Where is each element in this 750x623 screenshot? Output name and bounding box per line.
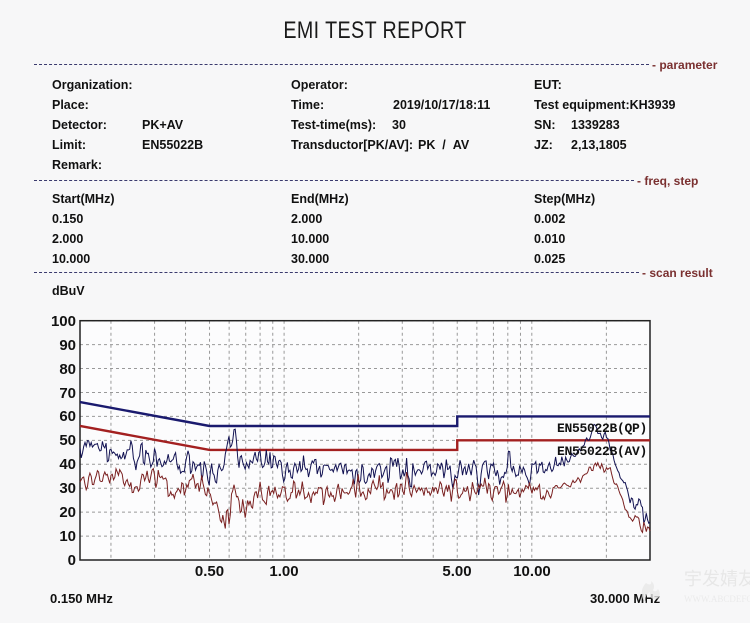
svg-text:宇发婧友: 宇发婧友 [684, 569, 750, 589]
svg-text:WWW.ABCDEFG.COM: WWW.ABCDEFG.COM [684, 594, 750, 604]
